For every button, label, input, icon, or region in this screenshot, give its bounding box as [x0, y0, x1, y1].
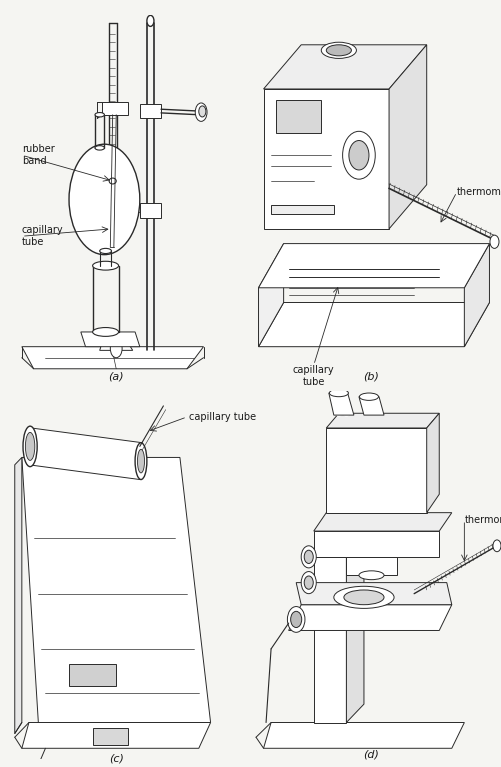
Circle shape — [304, 576, 313, 589]
Polygon shape — [346, 557, 396, 575]
Polygon shape — [346, 538, 363, 723]
Polygon shape — [102, 102, 128, 115]
Text: (c): (c) — [109, 753, 123, 763]
Text: thermometer: thermometer — [463, 515, 501, 525]
Circle shape — [195, 103, 206, 121]
Text: capillary
tube: capillary tube — [293, 365, 334, 387]
Ellipse shape — [95, 146, 104, 150]
Ellipse shape — [343, 590, 383, 604]
Bar — [276, 100, 321, 133]
Ellipse shape — [321, 42, 356, 58]
Bar — [69, 663, 116, 686]
Ellipse shape — [95, 113, 104, 117]
Polygon shape — [313, 512, 451, 531]
Text: thermometer: thermometer — [456, 187, 501, 197]
Circle shape — [301, 571, 316, 594]
Polygon shape — [463, 244, 488, 347]
Circle shape — [304, 550, 313, 564]
Circle shape — [290, 611, 301, 627]
Polygon shape — [313, 557, 346, 723]
Ellipse shape — [333, 586, 393, 608]
Polygon shape — [326, 413, 438, 428]
Polygon shape — [296, 583, 451, 604]
Polygon shape — [258, 244, 488, 288]
Bar — [271, 205, 333, 214]
Polygon shape — [326, 428, 426, 512]
Polygon shape — [22, 347, 203, 369]
Polygon shape — [100, 343, 132, 351]
Text: (b): (b) — [363, 372, 379, 382]
Text: capillary tube: capillary tube — [189, 412, 256, 422]
Ellipse shape — [100, 249, 111, 254]
Ellipse shape — [137, 449, 144, 473]
Polygon shape — [139, 104, 161, 118]
Ellipse shape — [326, 44, 351, 56]
Circle shape — [348, 140, 368, 170]
Polygon shape — [22, 457, 210, 723]
Ellipse shape — [93, 262, 118, 270]
Polygon shape — [22, 723, 210, 749]
Polygon shape — [313, 531, 438, 557]
Polygon shape — [263, 723, 463, 749]
Polygon shape — [81, 332, 139, 347]
Circle shape — [301, 546, 316, 568]
Ellipse shape — [135, 443, 147, 479]
Circle shape — [287, 607, 305, 632]
Text: (a): (a) — [108, 372, 124, 382]
Polygon shape — [139, 203, 161, 218]
Bar — [93, 728, 128, 745]
Polygon shape — [15, 457, 22, 733]
Polygon shape — [263, 89, 388, 229]
Polygon shape — [258, 302, 488, 347]
Circle shape — [147, 15, 154, 26]
Polygon shape — [388, 44, 426, 229]
Polygon shape — [328, 393, 353, 415]
Circle shape — [489, 235, 498, 249]
Polygon shape — [263, 44, 426, 89]
Circle shape — [110, 339, 122, 357]
Circle shape — [342, 131, 375, 179]
Ellipse shape — [359, 393, 378, 400]
Circle shape — [198, 106, 205, 117]
Polygon shape — [426, 413, 438, 512]
Circle shape — [492, 540, 500, 551]
Ellipse shape — [93, 328, 118, 337]
Text: rubber
band: rubber band — [22, 144, 55, 166]
Polygon shape — [29, 428, 142, 479]
Polygon shape — [358, 397, 383, 415]
Ellipse shape — [26, 433, 35, 460]
Ellipse shape — [23, 426, 37, 466]
Polygon shape — [258, 244, 283, 347]
Text: capillary
tube: capillary tube — [22, 225, 63, 247]
Text: (d): (d) — [363, 749, 379, 759]
Circle shape — [69, 144, 140, 255]
Polygon shape — [288, 604, 451, 630]
Ellipse shape — [358, 571, 383, 580]
Ellipse shape — [329, 390, 348, 397]
